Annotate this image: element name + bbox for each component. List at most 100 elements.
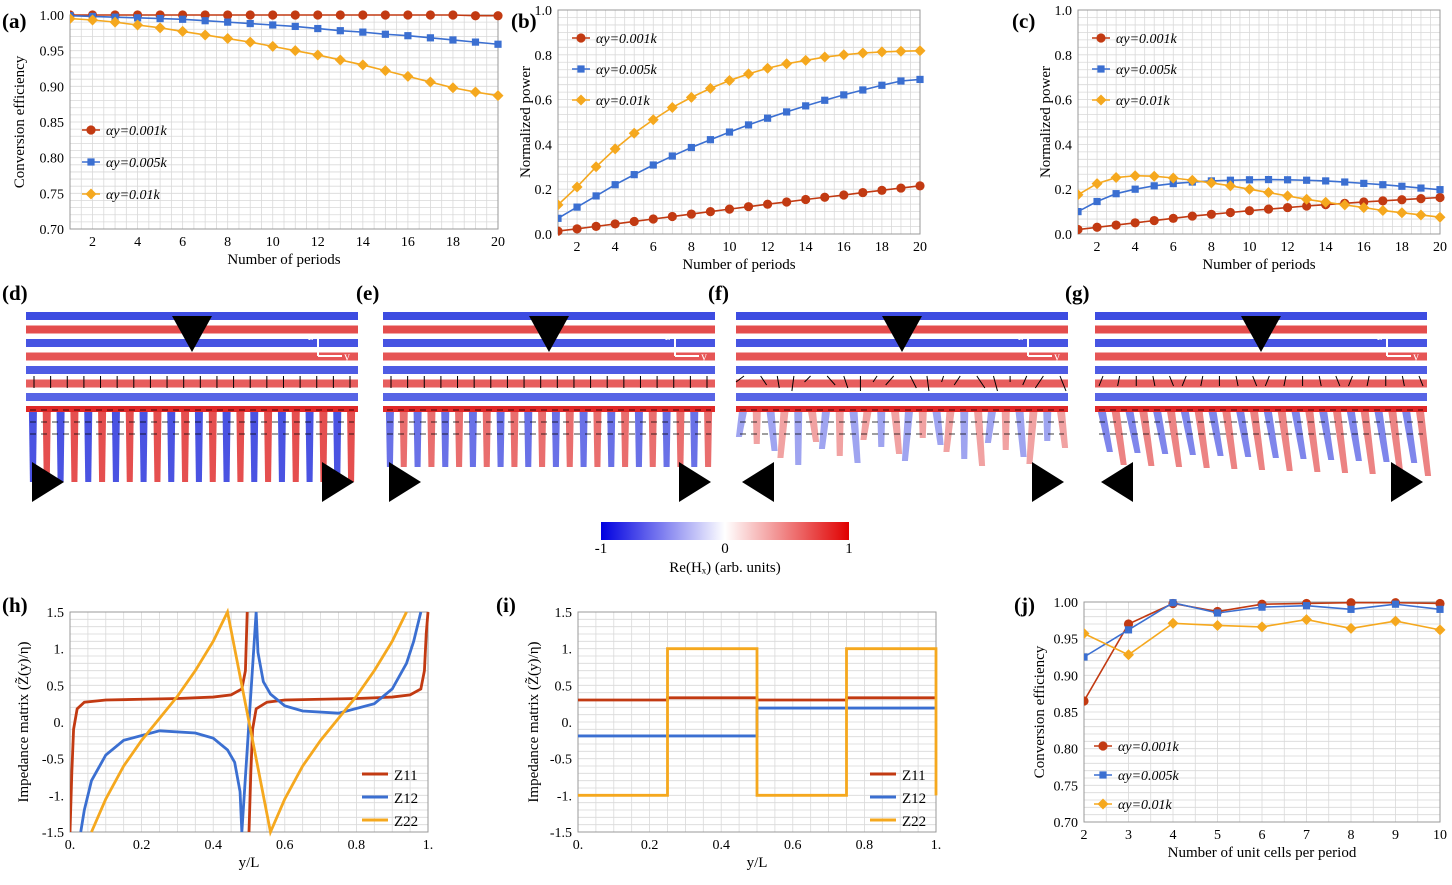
data-point xyxy=(1078,208,1082,216)
data-point xyxy=(154,22,166,34)
legend-marker xyxy=(575,94,587,106)
y-tick-label: 0. xyxy=(562,716,573,731)
legend-label: αy=0.005k xyxy=(1118,769,1180,784)
legend-entry: αy=0.005k xyxy=(572,63,658,78)
interface-stripe xyxy=(26,406,358,412)
y-tick-label: 0.90 xyxy=(40,80,65,95)
y-tick-label: -1. xyxy=(557,789,572,804)
data-point xyxy=(1129,170,1141,182)
data-point xyxy=(1212,619,1223,631)
y-tick-label: 1. xyxy=(562,643,573,658)
y-tick-label: 0.95 xyxy=(40,45,65,60)
data-point xyxy=(1092,222,1102,232)
data-point xyxy=(1131,185,1139,193)
wave-stripe xyxy=(383,393,715,401)
data-point xyxy=(1436,605,1444,613)
data-point xyxy=(426,34,435,42)
pattern-lobe xyxy=(333,412,342,482)
data-point xyxy=(802,102,810,110)
legend-label: Z22 xyxy=(394,814,418,830)
field-arrow xyxy=(843,375,849,389)
pattern-lobe xyxy=(538,412,547,467)
x-tick-label: 18 xyxy=(875,240,889,255)
data-point xyxy=(403,10,413,20)
data-point xyxy=(1093,197,1101,206)
data-point xyxy=(685,91,697,103)
legend-label: αy=0.001k xyxy=(106,124,168,139)
pattern-lobe xyxy=(1277,412,1293,471)
field-arrow xyxy=(872,375,878,383)
data-point xyxy=(70,13,76,25)
data-point xyxy=(744,121,753,129)
legend-marker xyxy=(1097,65,1105,73)
surface-wave-pattern xyxy=(385,412,713,467)
x-tick-label: 8 xyxy=(1208,240,1215,255)
y-axis-letter: y xyxy=(1413,349,1419,363)
pattern-lobe xyxy=(153,412,162,482)
x-tick-label: 4 xyxy=(1170,828,1177,843)
y-tick-label: 0.70 xyxy=(40,223,65,238)
data-point xyxy=(1213,609,1222,617)
pattern-lobe xyxy=(1291,412,1307,459)
x-tick-label: 2 xyxy=(574,240,581,255)
field-arrow xyxy=(735,375,745,383)
x-tick-label: 14 xyxy=(799,240,813,255)
data-point xyxy=(781,58,793,70)
series--y-0-01k xyxy=(558,45,926,211)
x-tick-label: 20 xyxy=(1433,240,1447,255)
field-arrow xyxy=(1200,375,1204,387)
y-tick-label: 1. xyxy=(54,643,65,658)
data-point xyxy=(1435,192,1445,203)
colorbar-min-label: -1 xyxy=(595,541,608,557)
chart-i: 0. 0.2 0.4 0.6 0.8 1. -1.5 -1. -0.5 0. 0.5 1. 1.5 y/L… xyxy=(525,606,941,871)
data-point xyxy=(1243,183,1255,195)
data-point xyxy=(199,29,211,41)
x-tick-label: 8 xyxy=(688,240,695,255)
pattern-lobe xyxy=(1208,412,1224,456)
series-z12 xyxy=(79,611,423,833)
field-arrow xyxy=(1335,375,1341,387)
pattern-lobe xyxy=(236,412,245,482)
x-tick-label: 16 xyxy=(1357,240,1371,255)
x-tick-label: 12 xyxy=(1281,240,1295,255)
field-arrow xyxy=(1418,375,1424,387)
x-tick-label: 6 xyxy=(1259,828,1266,843)
poynting-arrows xyxy=(735,375,1067,435)
pattern-lobe xyxy=(551,412,560,467)
data-point xyxy=(668,152,676,160)
pattern-lobe xyxy=(1374,412,1390,462)
x-tick-label: 4 xyxy=(612,240,619,255)
data-point xyxy=(1358,202,1370,214)
data-point xyxy=(132,19,144,31)
x-tick-label: 18 xyxy=(1395,240,1409,255)
data-point xyxy=(630,171,638,179)
x-tick-label: 2 xyxy=(89,235,96,250)
legend-entry: αy=0.01k xyxy=(82,188,161,203)
y-tick-label: -0.5 xyxy=(550,753,572,768)
interface-stripe xyxy=(736,406,1068,412)
y-tick-label: 0.85 xyxy=(40,116,65,131)
pattern-lobe xyxy=(648,412,657,467)
y-tick-label: 0.0 xyxy=(1055,228,1073,243)
pattern-lobe xyxy=(42,412,51,482)
pattern-lobe xyxy=(901,412,913,461)
data-point xyxy=(1417,184,1425,192)
data-point xyxy=(289,45,301,57)
chart-a: 2 4 6 8 10 12 14 16 18 20 0.70 0.75 0.80 0.85 0.90 0.95… xyxy=(12,9,505,268)
legend-entry: αy=0.005k xyxy=(1094,769,1180,784)
data-point xyxy=(1167,172,1179,184)
incident-port-triangle xyxy=(882,316,922,352)
plot-area xyxy=(70,607,430,837)
data-point xyxy=(448,10,458,20)
x-tick-label: 16 xyxy=(401,235,415,250)
colorbar-max-label: 1 xyxy=(845,541,853,557)
y-tick-label: 1.00 xyxy=(40,9,65,24)
field-arrow xyxy=(776,375,780,389)
data-point xyxy=(493,11,503,21)
legend-label: αy=0.001k xyxy=(596,32,658,47)
y-axis-letter: y xyxy=(1054,349,1060,363)
data-point xyxy=(268,10,278,20)
pattern-lobe xyxy=(794,412,803,465)
data-point xyxy=(628,127,640,139)
y-tick-label: 0.4 xyxy=(535,138,553,153)
